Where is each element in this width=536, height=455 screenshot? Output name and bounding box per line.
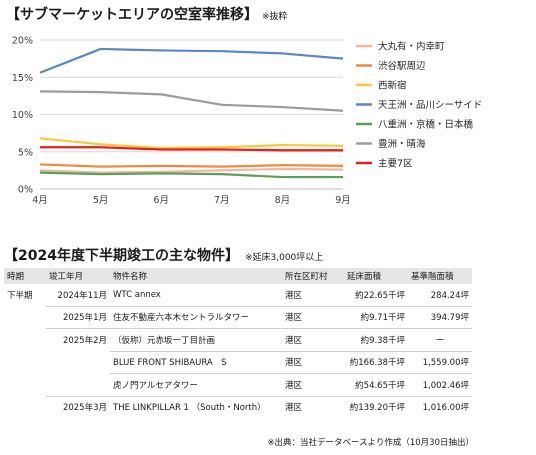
cell-period: [4, 329, 46, 352]
table-row: 2025年2月 （仮称）元赤坂一丁目計画 港区 約9.38千坪 ー: [4, 328, 472, 352]
y-tick-label: 0%: [18, 185, 33, 196]
cell-month: 2024年11月: [46, 284, 110, 307]
cell-month: 2025年3月: [62, 403, 107, 414]
header-std-area: 基準階面積: [408, 268, 472, 284]
cell-period: [4, 351, 46, 374]
y-tick-label: 20%: [12, 36, 33, 47]
cell-name: 住友不動産六本木セントラルタワー: [110, 306, 282, 329]
x-tick-label: 4月: [32, 195, 48, 206]
properties-table: 時期 竣工年月 物件名称 所在区町村 延床面積 基準階面積 下半期 2024年1…: [4, 268, 472, 418]
cell-ward: 港区: [282, 284, 344, 307]
cell-ward: 港区: [285, 403, 303, 414]
header-floor-area: 延床面積: [344, 268, 408, 284]
table-row: 2025年1月 住友不動産六本木セントラルタワー 港区 約9.71千坪 394.…: [4, 306, 472, 329]
series-line: [39, 90, 344, 112]
cell-floor-area: 約166.38千坪: [344, 351, 408, 374]
cell-name: BLUE FRONT SHIBAURA S: [110, 351, 282, 374]
cell-floor-area: 約139.20千坪: [349, 403, 405, 414]
cell-period: 下半期: [7, 291, 33, 301]
cell-name: WTC annex: [110, 284, 282, 307]
cell-month: [46, 373, 110, 397]
table-header-row: 時期 竣工年月 物件名称 所在区町村 延床面積 基準階面積: [4, 268, 472, 284]
legend-label: 主要7区: [378, 158, 413, 170]
x-tick-label: 6月: [153, 195, 169, 206]
cell-ward: 港区: [282, 306, 344, 329]
cell-std-area: 1,002.46坪: [408, 373, 472, 397]
series-line: [39, 137, 344, 150]
x-tick-label: 7月: [214, 195, 230, 206]
series-line: [39, 47, 344, 74]
cell-month: 2025年1月: [46, 306, 110, 329]
header-period: 時期: [4, 268, 46, 284]
table-title-text: 【2024年度下半期竣工の主な物件】: [4, 248, 239, 264]
series-line: [39, 171, 343, 179]
x-tick-label: 5月: [93, 195, 109, 206]
cell-floor-area: 約22.65千坪: [344, 284, 408, 307]
cell-ward: 港区: [282, 373, 344, 397]
table-title: 【2024年度下半期竣工の主な物件】 ※延床3,000坪以上: [4, 245, 323, 265]
cell-period: [4, 396, 46, 418]
table-row: 下半期 2024年11月 WTC annex 港区 約22.65千坪 284.2…: [4, 284, 472, 307]
cell-month: [46, 351, 110, 374]
legend-label: 八重洲・京橋・日本橋: [378, 119, 474, 131]
header-ward: 所在区町村: [282, 268, 344, 284]
cell-month: 2025年2月: [62, 336, 107, 346]
cell-ward: 港区: [282, 351, 344, 374]
legend-label: 天王洲・品川シーサイド: [378, 100, 482, 111]
source-footnote: ※出典：当社データベースより作成（10月30日抽出）: [267, 438, 474, 448]
y-tick-label: 15%: [12, 73, 33, 84]
chart-title: 【サブマーケットエリアの空室率推移】 ※抜粋: [6, 4, 288, 24]
legend-label: 大丸有・内幸町: [378, 41, 445, 53]
cell-floor-area: 約9.38千坪: [344, 328, 408, 352]
cell-std-area: 1,559.00坪: [408, 351, 472, 374]
table-row: BLUE FRONT SHIBAURA S 港区 約166.38千坪 1,559…: [4, 351, 472, 374]
legend-label: 渋谷駅周辺: [378, 60, 426, 72]
cell-std-area: 394.79坪: [408, 306, 472, 329]
cell-name: （仮称）元赤坂一丁目計画: [110, 328, 282, 352]
cell-period: [4, 306, 46, 329]
table-row: 2025年3月 THE LINKPILLAR 1 （South・North） 港…: [4, 396, 472, 418]
series-line: [39, 167, 344, 174]
cell-std-area: 1,016.00坪: [422, 403, 469, 414]
x-tick-label: 9月: [335, 195, 351, 206]
vacancy-rate-chart: 0% 5% 10% 15% 20% 4月 5月 6月 7月 8月 9月 大丸有・内幸町渋谷駅周辺西新宿…: [12, 36, 482, 207]
chart-note: ※抜粋: [262, 12, 288, 22]
y-tick-label: 10%: [12, 110, 33, 121]
x-tick-label: 8月: [275, 195, 291, 206]
cell-ward: 港区: [282, 328, 344, 352]
table-note: ※延床3,000坪以上: [244, 253, 324, 263]
cell-floor-area: 約9.71千坪: [344, 306, 408, 329]
cell-floor-area: 約54.65千坪: [344, 373, 408, 397]
cell-name: THE LINKPILLAR 1 （South・North）: [113, 403, 266, 414]
cell-name: 虎ノ門アルセアタワー: [110, 373, 282, 397]
header-month: 竣工年月: [46, 268, 110, 284]
series-line: [39, 163, 344, 168]
legend-label: 西新宿: [378, 80, 407, 92]
y-tick-label: 5%: [18, 147, 33, 158]
table-row: 虎ノ門アルセアタワー 港区 約54.65千坪 1,002.46坪: [4, 373, 472, 397]
legend-label: 豊洲・晴海: [378, 138, 426, 150]
series-line: [40, 146, 343, 152]
cell-std-area: 284.24坪: [408, 284, 472, 307]
cell-period: [4, 374, 46, 397]
cell-std-area: ー: [408, 328, 472, 352]
chart-title-text: 【サブマーケットエリアの空室率推移】: [6, 7, 258, 23]
header-name: 物件名称: [110, 268, 282, 284]
